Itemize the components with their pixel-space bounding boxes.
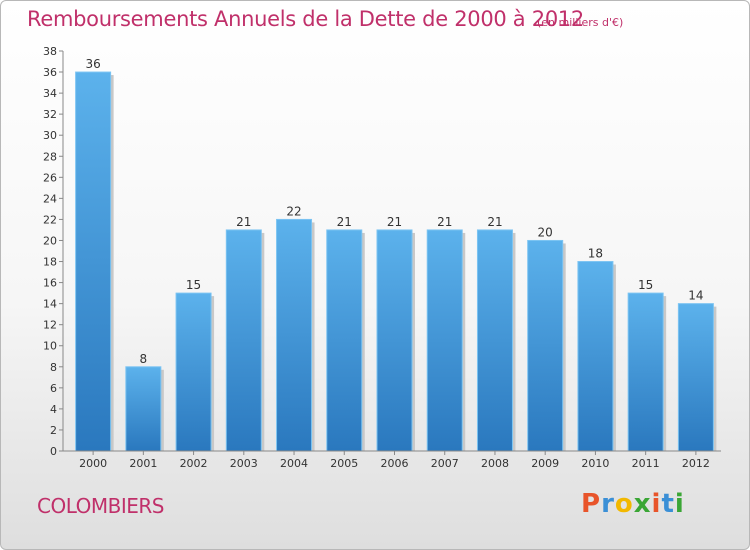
y-tick-label: 24: [43, 192, 57, 205]
y-tick-label: 16: [43, 277, 57, 290]
bar-2008: [476, 229, 513, 452]
chart-subtitle: (en milliers d'€): [537, 16, 624, 29]
y-tick-label: 14: [43, 298, 57, 311]
logo-letter: t: [661, 489, 675, 519]
logo-letter: i: [674, 489, 685, 519]
bar-value-label: 21: [387, 215, 402, 229]
y-tick-label: 12: [43, 319, 57, 332]
logo-letter: i: [651, 489, 662, 519]
bar-2010: [577, 261, 614, 452]
y-tick-label: 6: [50, 382, 57, 395]
x-tick-label: 2009: [531, 457, 559, 470]
bar-2009: [527, 239, 564, 452]
x-tick-label: 2012: [682, 457, 710, 470]
bar-2011: [627, 292, 664, 452]
y-tick-label: 26: [43, 171, 57, 184]
y-tick-label: 20: [43, 234, 57, 247]
logo-letter: r: [601, 489, 615, 519]
bar-value-label: 20: [538, 225, 553, 239]
x-tick-label: 2007: [431, 457, 459, 470]
y-tick-label: 22: [43, 213, 57, 226]
bar-value-label: 15: [638, 278, 653, 292]
bar-2000: [75, 71, 112, 452]
bar-2003: [225, 229, 262, 452]
bar-value-label: 21: [236, 215, 251, 229]
commune-name: COLOMBIERS: [37, 494, 164, 518]
x-tick-label: 2005: [330, 457, 358, 470]
x-tick-label: 2008: [481, 457, 509, 470]
y-tick-label: 34: [43, 87, 57, 100]
bar-2001: [125, 366, 162, 452]
bar-value-label: 14: [688, 289, 703, 303]
y-tick-label: 0: [50, 445, 57, 458]
y-tick-label: 10: [43, 340, 57, 353]
y-tick-label: 36: [43, 66, 57, 79]
x-tick-label: 2000: [79, 457, 107, 470]
bar-2004: [276, 218, 313, 452]
y-tick-label: 38: [43, 45, 57, 58]
x-tick-label: 2002: [180, 457, 208, 470]
logo-letter: P: [581, 489, 602, 519]
x-tick-label: 2011: [632, 457, 660, 470]
y-tick-label: 18: [43, 256, 57, 269]
x-tick-label: 2004: [280, 457, 308, 470]
logo-letter: o: [614, 489, 634, 519]
bar-value-label: 18: [588, 247, 603, 261]
proxiti-logo: Proxiti: [581, 489, 685, 519]
bar-2007: [426, 229, 463, 452]
y-tick-label: 2: [50, 424, 57, 437]
bar-2005: [326, 229, 363, 452]
bar-value-label: 21: [437, 215, 452, 229]
bar-2012: [677, 303, 714, 452]
bar-value-label: 8: [140, 352, 148, 366]
bar-value-label: 22: [286, 204, 301, 218]
x-tick-label: 2001: [129, 457, 157, 470]
bar-2002: [175, 292, 212, 452]
y-tick-label: 28: [43, 150, 57, 163]
logo-letter: x: [633, 489, 652, 519]
bar-value-label: 36: [85, 57, 100, 71]
bar-value-label: 21: [487, 215, 502, 229]
y-tick-label: 8: [50, 361, 57, 374]
y-tick-label: 30: [43, 129, 57, 142]
y-tick-label: 4: [50, 403, 57, 416]
x-tick-label: 2010: [581, 457, 609, 470]
bar-value-label: 15: [186, 278, 201, 292]
x-tick-label: 2006: [381, 457, 409, 470]
bar-2006: [376, 229, 413, 452]
bar-value-label: 21: [337, 215, 352, 229]
chart-title: Remboursements Annuels de la Dette de 20…: [27, 7, 584, 31]
x-tick-label: 2003: [230, 457, 258, 470]
y-tick-label: 32: [43, 108, 57, 121]
